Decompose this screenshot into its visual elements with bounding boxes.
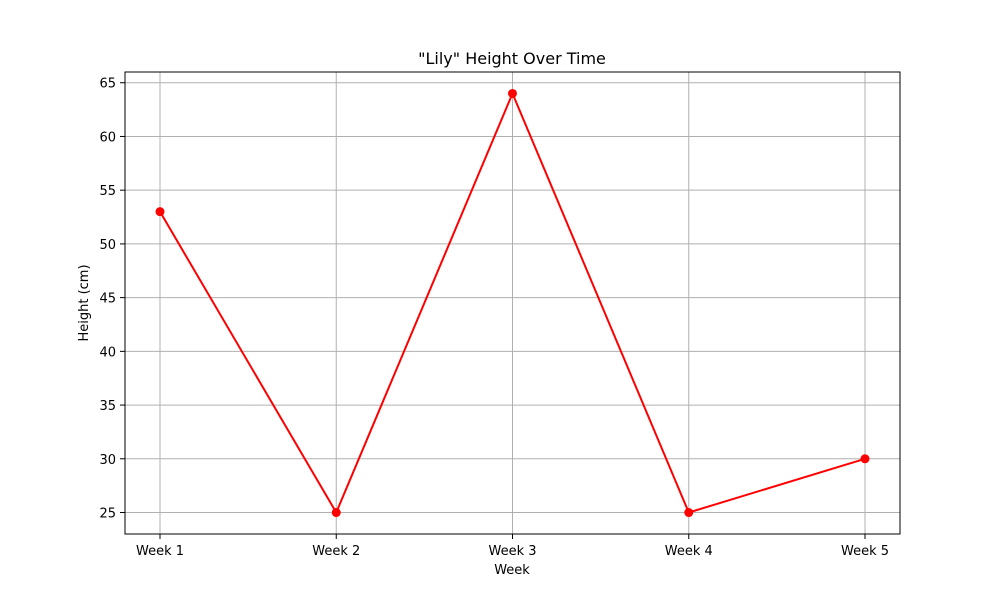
grid-layer: [125, 72, 900, 534]
x-tick-label: Week 2: [312, 544, 360, 559]
chart-title: "Lily" Height Over Time: [418, 49, 606, 68]
y-tick-label: 55: [99, 184, 116, 199]
y-tick-label: 50: [99, 238, 116, 253]
x-tick-label: Week 4: [665, 544, 713, 559]
y-tick-label: 35: [99, 399, 116, 414]
y-tick-label: 25: [99, 507, 116, 522]
y-tick-label: 60: [99, 130, 116, 145]
data-point: [331, 508, 341, 518]
y-tick-label: 65: [99, 77, 116, 92]
y-axis-label: Height (cm): [77, 264, 92, 341]
x-tick-label: Week 1: [136, 544, 184, 559]
data-point: [508, 88, 517, 98]
y-tick-label: 45: [99, 292, 116, 307]
x-tick-label: Week 5: [841, 544, 889, 559]
x-tick-label: Week 3: [488, 544, 536, 559]
axis-layer: Week 1 Week 2 Week 3 Week 4 Week 5 25 30 35 40 45…: [99, 77, 889, 559]
x-axis-label: Week: [494, 563, 530, 578]
series-layer: [155, 88, 870, 518]
data-point: [155, 207, 165, 217]
y-tick-label: 40: [99, 345, 116, 360]
y-tick-label: 30: [99, 453, 116, 468]
data-point: [684, 508, 694, 518]
data-point: [860, 454, 870, 464]
